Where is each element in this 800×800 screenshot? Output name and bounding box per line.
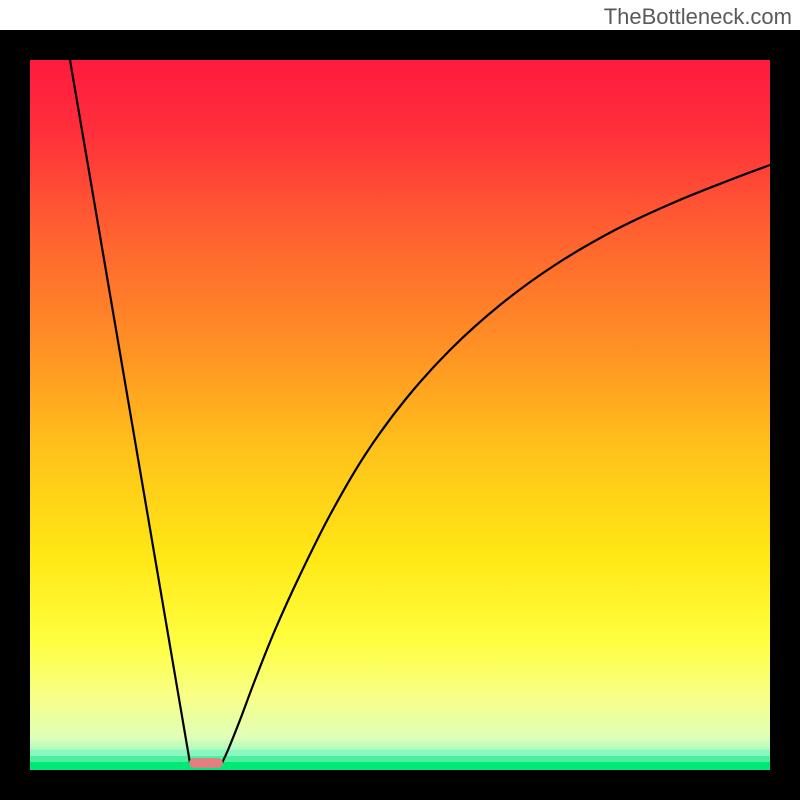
curve-layer: [30, 60, 770, 770]
bottleneck-marker: [189, 758, 223, 768]
frame-right: [770, 30, 800, 800]
curve-left-line: [70, 60, 190, 763]
watermark-text: TheBottleneck.com: [604, 4, 792, 30]
curve-right: [222, 165, 770, 763]
chart-container: TheBottleneck.com: [0, 0, 800, 800]
frame-top: [0, 30, 800, 60]
plot-area: [30, 60, 770, 770]
frame-left: [0, 30, 30, 800]
frame-bottom: [0, 770, 800, 800]
